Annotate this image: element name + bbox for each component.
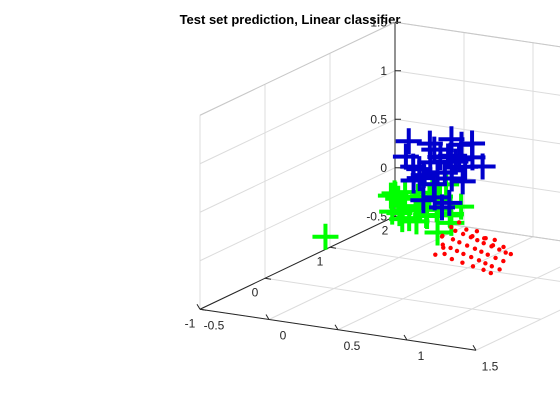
y-tick-label: 2 (382, 223, 389, 237)
data-point (501, 245, 505, 249)
data-point (470, 234, 474, 238)
data-point (475, 238, 479, 242)
data-point (471, 264, 475, 268)
data-point (465, 243, 469, 247)
data-point (440, 234, 444, 238)
data-point (479, 250, 483, 254)
data-point (501, 259, 505, 263)
data-point (497, 267, 501, 271)
data-point (489, 271, 493, 275)
data-point (475, 229, 479, 233)
data-point (497, 247, 501, 251)
data-point (457, 240, 461, 244)
x-tick-label: -0.5 (204, 318, 225, 332)
data-point (477, 258, 481, 262)
data-point (493, 256, 497, 260)
data-point (491, 243, 495, 247)
x-tick-label: 0 (280, 329, 287, 343)
z-tick-label: 0 (380, 161, 387, 175)
chart-title: Test set prediction, Linear classifier (180, 12, 401, 27)
data-point (504, 250, 508, 254)
data-point (457, 220, 461, 224)
y-tick-label: -1 (185, 316, 196, 330)
z-tick-label: 1 (380, 64, 387, 78)
data-point (482, 241, 486, 245)
data-point (441, 245, 445, 249)
data-point (473, 247, 477, 251)
data-point (486, 253, 490, 257)
data-point (464, 227, 468, 231)
data-point (469, 255, 473, 259)
data-point (493, 238, 497, 242)
x-tick-label: 1.5 (482, 359, 499, 373)
data-point (453, 229, 457, 233)
data-point (490, 264, 494, 268)
data-point (455, 249, 459, 253)
data-point (509, 252, 513, 256)
data-point (449, 225, 453, 229)
data-point (483, 261, 487, 265)
data-point (442, 252, 446, 256)
data-point (451, 237, 455, 241)
x-tick-label: 0.5 (344, 339, 361, 353)
data-point (481, 268, 485, 272)
y-tick-label: 1 (317, 254, 324, 268)
data-point (433, 252, 437, 256)
data-point (460, 260, 464, 264)
z-tick-label: 1.5 (370, 15, 387, 29)
x-tick-label: 1 (418, 349, 425, 363)
data-point (461, 252, 465, 256)
data-point (450, 257, 454, 261)
data-point (461, 232, 465, 236)
z-tick-label: 0.5 (370, 112, 387, 126)
y-tick-label: 0 (252, 285, 259, 299)
data-point (483, 236, 487, 240)
data-point (448, 246, 452, 250)
